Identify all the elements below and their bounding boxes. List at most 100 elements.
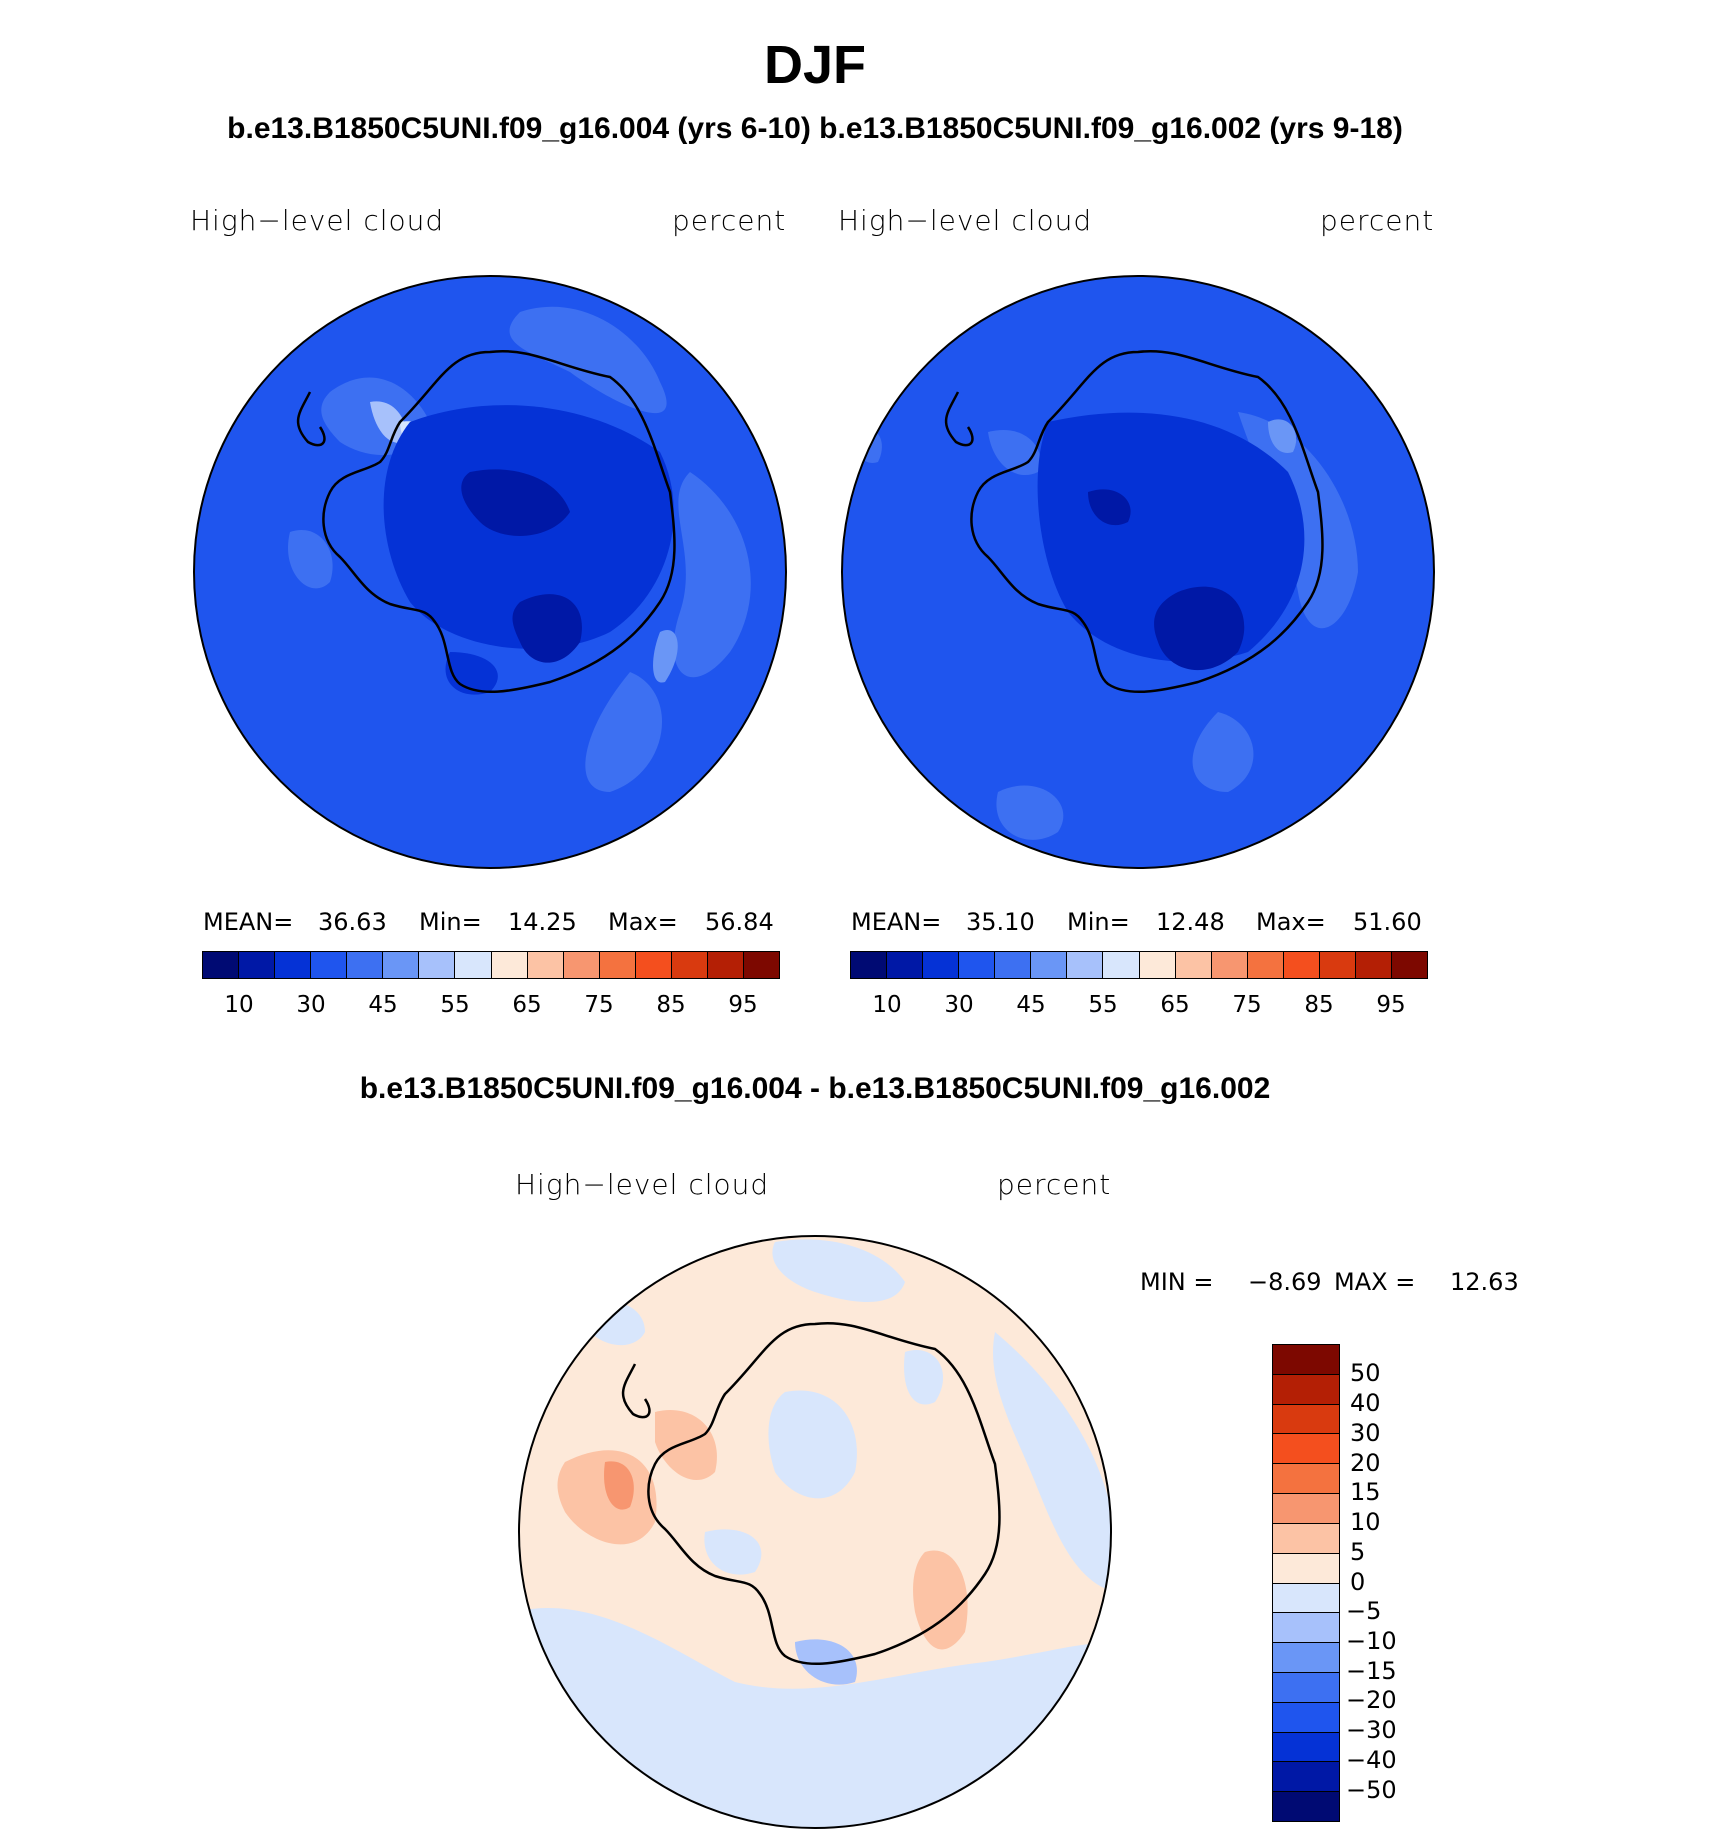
colorbar-swatch	[455, 952, 492, 978]
colorbar-swatch	[1273, 1613, 1339, 1644]
colorbar-swatch	[1273, 1494, 1339, 1524]
panel1-min-value: 14.25	[508, 908, 577, 936]
colorbar-swatch	[1175, 952, 1212, 978]
panel1-min-label: Min=	[419, 908, 482, 936]
panel1-colorbar-tick: 85	[656, 992, 686, 1018]
diff-map	[518, 1235, 1112, 1829]
colorbar-swatch	[1391, 952, 1427, 978]
diff-colorbar-tick: −50	[1346, 1776, 1397, 1804]
colorbar-swatch	[1273, 1672, 1339, 1703]
panel1-mean-label: MEAN=	[203, 908, 294, 936]
colorbar-swatch	[959, 952, 996, 978]
diff-max-value: 12.63	[1450, 1268, 1519, 1296]
colorbar-swatch	[1067, 952, 1104, 978]
diff-colorbar-tick: −15	[1346, 1657, 1397, 1685]
panel2-colorbar-tick: 85	[1304, 992, 1334, 1018]
diff-colorbar-tick: 30	[1350, 1419, 1381, 1447]
panel1-mean-value: 36.63	[318, 908, 387, 936]
panel1-map	[193, 275, 787, 869]
panel1-colorbar-tick: 55	[440, 992, 470, 1018]
colorbar-swatch	[1273, 1792, 1339, 1821]
colorbar-swatch	[635, 952, 672, 978]
panel2-colorbar-tick: 30	[944, 992, 974, 1018]
colorbar-swatch	[1273, 1702, 1339, 1733]
panel1-colorbar-tick: 45	[368, 992, 398, 1018]
diff-colorbar-tick: −20	[1346, 1686, 1397, 1714]
colorbar-swatch	[1273, 1732, 1339, 1763]
colorbar-swatch	[995, 952, 1032, 978]
colorbar-swatch	[1355, 952, 1392, 978]
panel2-colorbar-tick: 75	[1232, 992, 1262, 1018]
panel2-colorbar-tick: 45	[1016, 992, 1046, 1018]
colorbar-swatch	[1247, 952, 1284, 978]
colorbar-swatch	[1273, 1374, 1339, 1405]
diff-colorbar-tick: −40	[1346, 1746, 1397, 1774]
diff-colorbar	[1272, 1344, 1340, 1822]
colorbar-swatch	[419, 952, 456, 978]
colorbar-swatch	[1273, 1404, 1339, 1435]
panel2-min-value: 12.48	[1156, 908, 1225, 936]
panel1-variable-label: High−level cloud	[190, 204, 445, 237]
diff-variable-label: High−level cloud	[515, 1168, 770, 1201]
diff-units-label: percent	[997, 1168, 1112, 1201]
colorbar-swatch	[1273, 1345, 1339, 1375]
colorbar-swatch	[383, 952, 420, 978]
panel1-colorbar-tick: 10	[224, 992, 254, 1018]
colorbar-swatch	[347, 952, 384, 978]
panel1-max-value: 56.84	[705, 908, 774, 936]
diff-colorbar-tick: 40	[1350, 1389, 1381, 1417]
colorbar-swatch	[1273, 1762, 1339, 1793]
colorbar-swatch	[671, 952, 708, 978]
colorbar-swatch	[1211, 952, 1248, 978]
colorbar-swatch	[1103, 952, 1140, 978]
colorbar-swatch	[1273, 1523, 1339, 1554]
panel2-max-label: Max=	[1256, 908, 1326, 936]
panel1-colorbar-tick: 30	[296, 992, 326, 1018]
panel2-map	[841, 275, 1435, 869]
diff-min-label: MIN =	[1140, 1268, 1214, 1296]
diff-title: b.e13.B1850C5UNI.f09_g16.004 - b.e13.B18…	[359, 1072, 1271, 1105]
panel1-units-label: percent	[672, 204, 787, 237]
colorbar-swatch	[1273, 1583, 1339, 1614]
colorbar-swatch	[1031, 952, 1068, 978]
colorbar-swatch	[707, 952, 744, 978]
colorbar-swatch	[1273, 1553, 1339, 1584]
diff-colorbar-tick: 20	[1350, 1449, 1381, 1477]
diff-max-label: MAX =	[1334, 1268, 1416, 1296]
diff-colorbar-tick: 0	[1350, 1568, 1366, 1596]
colorbar-swatch	[1273, 1464, 1339, 1495]
diff-colorbar-tick: −10	[1346, 1627, 1397, 1655]
colorbar-swatch	[311, 952, 348, 978]
colorbar-swatch	[1273, 1643, 1339, 1673]
panel1-colorbar-tick: 75	[584, 992, 614, 1018]
panel2-colorbar	[850, 951, 1428, 979]
panel2-mean-label: MEAN=	[851, 908, 942, 936]
panel2-colorbar-tick: 55	[1088, 992, 1118, 1018]
panel1-colorbar-tick: 95	[728, 992, 758, 1018]
panel1-max-label: Max=	[608, 908, 678, 936]
panel2-variable-label: High−level cloud	[838, 204, 1093, 237]
colorbar-swatch	[1273, 1434, 1339, 1465]
panel2-mean-value: 35.10	[966, 908, 1035, 936]
colorbar-swatch	[923, 952, 960, 978]
figure-title: DJF	[763, 35, 866, 95]
panel2-min-label: Min=	[1067, 908, 1130, 936]
panel1-colorbar	[202, 951, 780, 979]
diff-colorbar-tick: −5	[1346, 1597, 1382, 1625]
diff-min-value: −8.69	[1248, 1268, 1322, 1296]
colorbar-swatch	[743, 952, 779, 978]
panel2-colorbar-tick: 65	[1160, 992, 1190, 1018]
colorbar-swatch	[1139, 952, 1176, 978]
colorbar-swatch	[851, 952, 888, 978]
colorbar-swatch	[563, 952, 600, 978]
colorbar-swatch	[1319, 952, 1356, 978]
colorbar-swatch	[239, 952, 276, 978]
colorbar-swatch	[203, 952, 240, 978]
colorbar-swatch	[887, 952, 924, 978]
diff-colorbar-tick: 15	[1350, 1478, 1381, 1506]
panel1-colorbar-tick: 65	[512, 992, 542, 1018]
colorbar-swatch	[1283, 952, 1320, 978]
colorbar-swatch	[527, 952, 564, 978]
colorbar-swatch	[275, 952, 312, 978]
panel2-units-label: percent	[1320, 204, 1435, 237]
